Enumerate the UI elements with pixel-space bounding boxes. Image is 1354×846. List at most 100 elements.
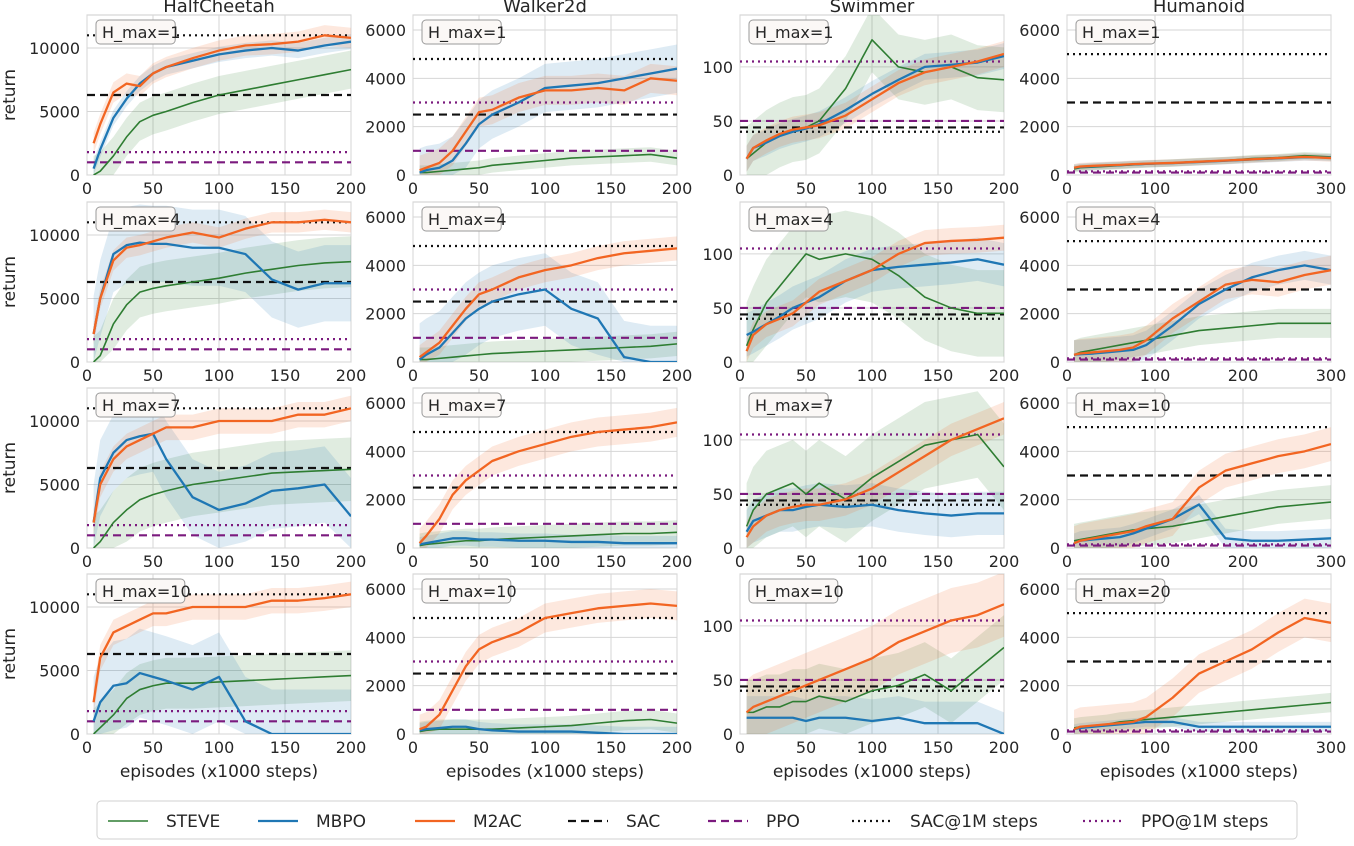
plot-content bbox=[1067, 598, 1331, 734]
horizon-label-box bbox=[421, 206, 502, 232]
horizon-label-text: H_max=1 bbox=[755, 23, 833, 43]
y-tick-label: 2000 bbox=[1019, 305, 1060, 324]
y-tick-label: 4000 bbox=[365, 628, 406, 647]
x-tick-label: 0 bbox=[735, 552, 745, 571]
series-line-steve bbox=[745, 253, 1004, 347]
legend-label: SAC@1M steps bbox=[910, 812, 1038, 832]
horizon-label: H_max=10 bbox=[748, 578, 844, 604]
series-line-steve bbox=[419, 343, 677, 361]
horizon-label-box bbox=[748, 392, 829, 418]
series-line-mbpo bbox=[745, 54, 1004, 160]
x-tick-label: 0 bbox=[1062, 179, 1072, 198]
horizon-label-box bbox=[748, 578, 839, 604]
series-line-m2ac bbox=[418, 247, 677, 359]
x-tick-label: 100 bbox=[204, 552, 235, 571]
x-tick-label: 150 bbox=[270, 179, 301, 198]
y-tick-label: 10000 bbox=[29, 598, 80, 617]
x-tick-label: 100 bbox=[204, 738, 235, 757]
series-line-steve bbox=[746, 646, 1004, 714]
legend-item-ppo: PPO bbox=[708, 812, 800, 832]
x-tick-label: 100 bbox=[1140, 738, 1171, 757]
subplot-swimmer-2: 0 50 100 150 200 0 50 100 H_max=7 bbox=[702, 387, 1019, 571]
band-steve bbox=[746, 391, 1004, 548]
series-line-m2ac bbox=[92, 593, 351, 703]
series-line-steve bbox=[93, 68, 351, 175]
y-tick-label: 0 bbox=[1050, 725, 1060, 744]
series-line-steve bbox=[1073, 322, 1331, 356]
series-line-mbpo bbox=[419, 725, 677, 734]
y-tick-label: 2000 bbox=[1019, 491, 1060, 510]
y-tick-label: 0 bbox=[70, 539, 80, 558]
legend-label: M2AC bbox=[473, 812, 522, 832]
y-tick-label: 2000 bbox=[365, 305, 406, 324]
band-mbpo bbox=[746, 696, 1004, 734]
series-line-m2ac bbox=[1073, 269, 1331, 356]
horizon-label: H_max=1 bbox=[748, 19, 833, 45]
y-tick-label: 5000 bbox=[39, 476, 80, 495]
series-line-mbpo bbox=[92, 40, 351, 170]
plot-content bbox=[740, 15, 1004, 175]
horizon-label-box bbox=[95, 392, 176, 418]
y-tick-label: 100 bbox=[702, 58, 733, 77]
series-line-mbpo bbox=[418, 288, 677, 362]
x-axis-label: episodes (x1000 steps) bbox=[1100, 762, 1298, 782]
series-line-steve bbox=[419, 531, 677, 547]
series-line-m2ac bbox=[92, 407, 351, 523]
y-tick-label: 100 bbox=[702, 245, 733, 264]
subplot-swimmer-0: 0 50 100 150 200 0 50 100 H_max=1 bbox=[702, 14, 1019, 198]
band-m2ac bbox=[419, 236, 677, 362]
series-line-steve bbox=[93, 468, 351, 548]
series-line-steve bbox=[93, 674, 351, 734]
x-tick-label: 100 bbox=[530, 552, 561, 571]
y-tick-label: 0 bbox=[70, 725, 80, 744]
band-mbpo bbox=[93, 34, 351, 175]
band-mbpo bbox=[1074, 494, 1331, 548]
band-mbpo bbox=[419, 44, 677, 175]
y-tick-label: 0 bbox=[1050, 353, 1060, 372]
y-tick-label: 0 bbox=[723, 539, 733, 558]
y-tick-label: 2000 bbox=[365, 677, 406, 696]
x-tick-label: 100 bbox=[857, 738, 888, 757]
x-tick-label: 0 bbox=[1062, 552, 1072, 571]
legend-item-ppo-1m-steps: PPO@1M steps bbox=[1083, 812, 1269, 832]
y-tick-label: 50 bbox=[713, 112, 733, 131]
y-axis-label: return bbox=[0, 442, 20, 494]
y-axis-label: return bbox=[0, 256, 20, 308]
y-axis-label: return bbox=[0, 69, 20, 121]
band-mbpo bbox=[93, 395, 351, 548]
horizon-label-box bbox=[1075, 392, 1166, 418]
series-line-mbpo bbox=[1073, 503, 1331, 545]
band-mbpo bbox=[746, 237, 1004, 357]
y-tick-label: 6000 bbox=[1019, 208, 1060, 227]
series-line-m2ac bbox=[1073, 616, 1331, 731]
y-tick-label: 2000 bbox=[365, 118, 406, 137]
series-line-m2ac bbox=[745, 417, 1004, 538]
x-tick-label: 0 bbox=[82, 738, 92, 757]
band-mbpo bbox=[419, 253, 677, 362]
legend-box bbox=[96, 800, 1298, 840]
y-tick-label: 0 bbox=[723, 725, 733, 744]
legend-label: SAC bbox=[626, 812, 660, 832]
x-tick-label: 200 bbox=[336, 738, 367, 757]
horizon-label-text: H_max=10 bbox=[755, 582, 844, 602]
x-tick-label: 300 bbox=[1316, 738, 1347, 757]
legend-label: MBPO bbox=[316, 812, 366, 832]
y-tick-label: 10000 bbox=[29, 39, 80, 58]
x-axis-label: episodes (x1000 steps) bbox=[120, 762, 318, 782]
y-tick-label: 0 bbox=[723, 166, 733, 185]
x-tick-label: 150 bbox=[596, 179, 627, 198]
x-tick-label: 50 bbox=[469, 552, 489, 571]
y-tick-label: 0 bbox=[396, 166, 406, 185]
x-tick-label: 300 bbox=[1316, 366, 1347, 385]
x-tick-label: 150 bbox=[270, 552, 301, 571]
horizon-label-box bbox=[421, 392, 502, 418]
band-mbpo bbox=[746, 43, 1004, 172]
legend-label: PPO@1M steps bbox=[1141, 812, 1269, 832]
series-line-m2ac bbox=[419, 602, 677, 731]
y-tick-label: 0 bbox=[396, 725, 406, 744]
horizon-label: H_max=4 bbox=[421, 206, 506, 232]
x-tick-label: 150 bbox=[923, 179, 954, 198]
horizon-label: H_max=4 bbox=[748, 206, 833, 232]
